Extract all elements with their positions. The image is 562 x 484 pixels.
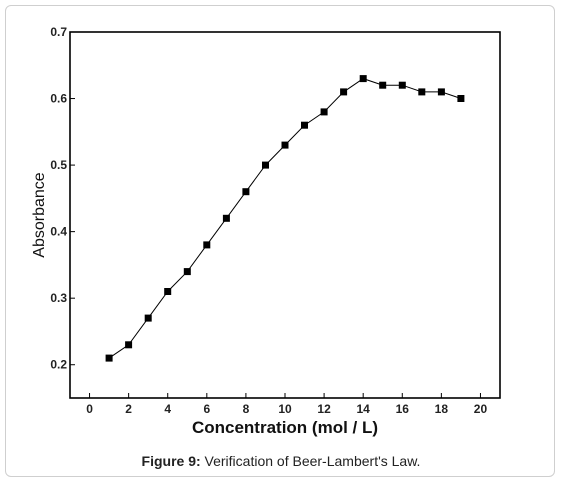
y-tick-label: 0.6 bbox=[50, 92, 67, 106]
data-point bbox=[183, 268, 191, 276]
x-tick-label: 14 bbox=[357, 402, 371, 416]
x-tick-label: 10 bbox=[278, 402, 292, 416]
y-tick-label: 0.3 bbox=[50, 291, 67, 305]
x-tick-label: 16 bbox=[396, 402, 410, 416]
x-tick-label: 18 bbox=[435, 402, 449, 416]
plot-area bbox=[69, 31, 501, 399]
data-point bbox=[340, 88, 348, 96]
data-point bbox=[281, 141, 289, 149]
data-point bbox=[242, 188, 250, 196]
x-axis-ticks: 0 2 4 6 8 10 12 14 16 18 20 bbox=[86, 393, 487, 416]
y-tick-label: 0.4 bbox=[50, 225, 67, 239]
y-axis-ticks: 0.2 0.3 0.4 0.5 0.6 0.7 bbox=[50, 25, 75, 372]
data-points bbox=[105, 75, 465, 362]
data-point bbox=[125, 341, 133, 349]
y-axis-title: Absorbance bbox=[31, 172, 48, 257]
x-tick-label: 4 bbox=[164, 402, 171, 416]
data-point bbox=[359, 75, 367, 83]
data-point bbox=[320, 108, 328, 116]
data-point bbox=[457, 95, 465, 102]
data-point bbox=[203, 241, 211, 249]
x-axis-title: Concentration (mol / L) bbox=[192, 418, 378, 437]
x-tick-label: 6 bbox=[203, 402, 210, 416]
data-point bbox=[222, 214, 230, 222]
data-point bbox=[418, 88, 426, 96]
y-tick-label: 0.7 bbox=[50, 25, 67, 39]
data-point bbox=[105, 354, 113, 362]
data-point bbox=[437, 88, 445, 96]
x-tick-label: 8 bbox=[243, 402, 250, 416]
x-tick-label: 20 bbox=[474, 402, 488, 416]
absorbance-chart: 0 2 4 6 8 10 12 14 16 18 20 0.2 0.3 0.4 0.5 0.6 0.7 Con… bbox=[31, 25, 501, 437]
x-tick-label: 2 bbox=[125, 402, 132, 416]
data-point bbox=[398, 81, 406, 89]
plot-frame bbox=[69, 31, 501, 399]
y-tick-label: 0.2 bbox=[50, 358, 67, 372]
data-point bbox=[379, 81, 387, 89]
figure-caption: Figure 9: Verification of Beer-Lambert's… bbox=[0, 453, 562, 469]
data-point bbox=[301, 121, 308, 129]
data-point bbox=[144, 314, 152, 322]
series-line bbox=[108, 78, 462, 359]
y-tick-label: 0.5 bbox=[50, 158, 67, 172]
x-tick-label: 0 bbox=[86, 402, 93, 416]
x-tick-label: 12 bbox=[317, 402, 331, 416]
data-point bbox=[262, 161, 269, 169]
caption-label: Figure 9: bbox=[141, 453, 201, 469]
data-point bbox=[164, 288, 172, 295]
caption-text: Verification of Beer-Lambert's Law. bbox=[204, 453, 421, 469]
